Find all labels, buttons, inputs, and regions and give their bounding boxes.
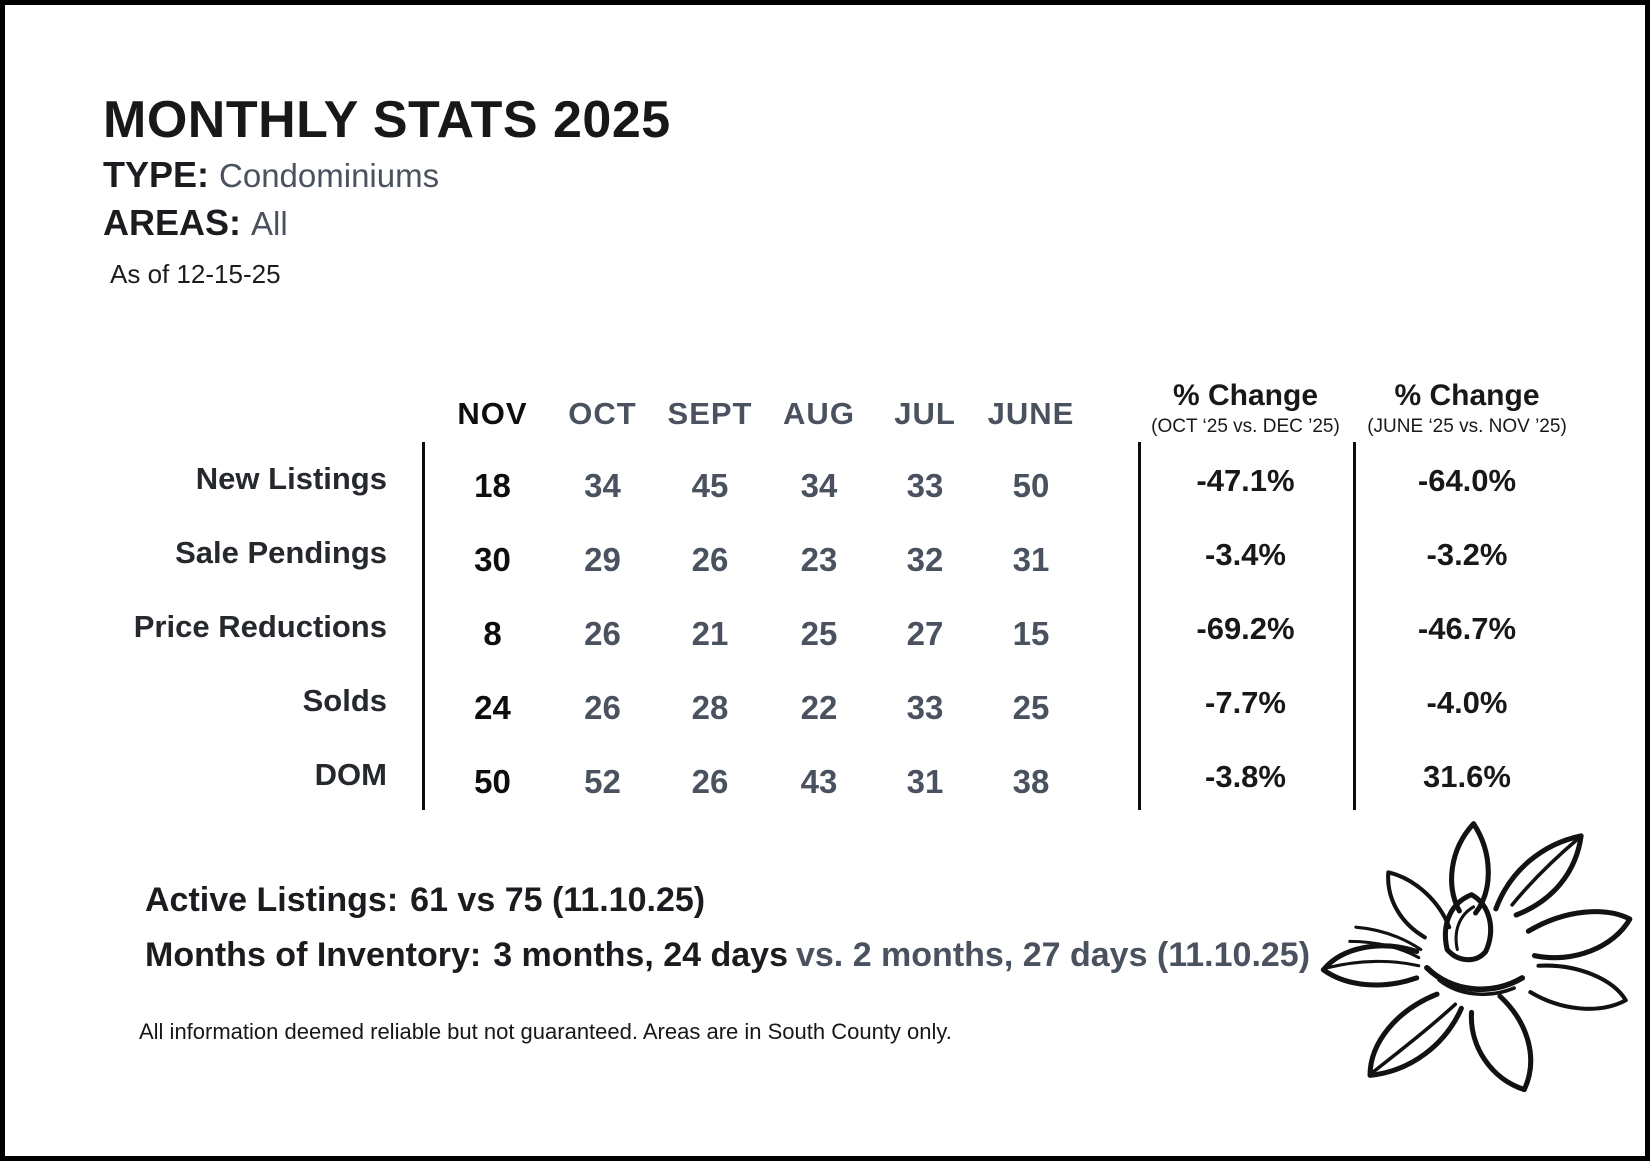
month-column-header: AUG [783,396,855,431]
pct-column-header: % Change (JUNE ‘25 vs. NOV ’25) [1353,335,1581,442]
pct-change-value: -4.0% [1426,685,1508,720]
pct-header-title: % Change [1172,379,1319,412]
table-spacer [1085,335,1138,442]
active-listings-line: Active Listings: 61 vs 75 (11.10.25) [145,883,1310,917]
table-cell-value: 26 [691,763,729,800]
table-cell-value: 33 [906,689,944,726]
table-cell-value: 31 [906,763,944,800]
row-label: Sale Pendings [175,535,387,570]
type-label: TYPE: [103,153,210,195]
row-label: DOM [314,757,387,792]
table-cell-value: 18 [474,467,511,504]
table-cell-value: 50 [1012,467,1050,504]
table-cell-value: 30 [474,541,511,578]
stats-table: NOV OCT SEPT AUG JUL JUNE % Change (OCT ‘25 vs.… [5,335,1645,812]
table-cell-value: 34 [584,467,621,504]
table-cell-value: 26 [584,689,621,726]
month-column-header: OCT [568,396,637,431]
row-label: Solds [302,683,387,718]
table-cell-value: 52 [584,763,621,800]
table-cell-value: 21 [691,615,729,652]
table-cell-value: 43 [800,763,838,800]
active-listings-label: Active Listings: [145,881,399,919]
table-cell-value: 32 [906,541,944,578]
table-cell-value: 28 [691,689,729,726]
table-spacer [1085,664,1138,738]
pct-change-value: -64.0% [1417,463,1517,498]
pct-change-value: 31.6% [1423,759,1511,794]
pct-change-value: -3.8% [1205,759,1286,794]
type-value: Condominiums [219,156,440,194]
inventory-label: Months of Inventory: [145,936,482,974]
pct-change-value: -7.7% [1205,685,1286,720]
table-cell-value: 22 [800,689,838,726]
table-corner-cell [5,335,435,442]
stats-table-wrap: NOV OCT SEPT AUG JUL JUNE % Change (OCT ‘25 vs.… [5,335,1645,812]
disclaimer-text: All information deemed reliable but not … [139,1019,952,1044]
table-cell-value: 23 [800,541,838,578]
pct-change-value: -69.2% [1196,611,1295,646]
table-divider-line [422,442,425,810]
table-divider-line [1138,442,1141,810]
table-cell-value: 34 [800,467,838,504]
areas-label: AREAS: [103,202,242,244]
month-column-header: SEPT [667,396,753,431]
table-spacer [1085,516,1138,590]
flower-icon [1320,821,1633,1093]
table-cell-value: 27 [906,615,944,652]
areas-line: AREAS: All [103,202,671,244]
table-cell-value: 31 [1012,541,1050,578]
table-spacer [1085,442,1138,516]
pct-header-subtitle: (OCT ‘25 vs. DEC ’25) [1151,416,1340,437]
table-cell-value: 45 [691,467,729,504]
areas-value: All [251,205,288,243]
pct-change-value: -46.7% [1417,611,1517,646]
table-cell-value: 33 [906,467,944,504]
table-cell-value: 50 [474,763,511,800]
pct-change-value: -3.4% [1205,537,1286,572]
as-of-date: As of 12-15-25 [110,258,281,289]
month-column-header: NOV [457,396,528,431]
table-cell-value: 15 [1012,615,1050,652]
table-cell-value: 25 [800,615,838,652]
table-spacer [1085,590,1138,664]
month-column-header: JUL [894,396,956,431]
table-cell-value: 29 [584,541,621,578]
table-cell-value: 8 [483,615,502,652]
pct-header-title: % Change [1394,379,1540,412]
table-cell-value: 24 [474,689,511,726]
row-label: New Listings [195,461,387,496]
header: MONTHLY STATS 2025 TYPE: Condominiums ARE… [103,93,671,290]
inventory-current-value: 3 months, 24 days [493,936,788,974]
pct-header-subtitle: (JUNE ‘25 vs. NOV ’25) [1367,416,1567,437]
inventory-prior-value: vs. 2 months, 27 days (11.10.25) [795,936,1311,974]
inventory-line: Months of Inventory: 3 months, 24 days vs.… [145,938,1310,972]
table-cell-value: 25 [1012,689,1050,726]
month-column-header: JUNE [987,396,1075,431]
table-cell-value: 38 [1012,763,1050,800]
footer: Active Listings: 61 vs 75 (11.10.25) Mont… [139,883,1310,1045]
table-cell-value: 26 [584,615,621,652]
active-listings-value: 61 vs 75 (11.10.25) [410,881,706,919]
row-label: Price Reductions [133,609,387,644]
table-spacer [1085,738,1138,812]
pct-change-value: -47.1% [1196,463,1295,498]
page-title: MONTHLY STATS 2025 [103,91,671,149]
table-cell-value: 26 [691,541,729,578]
pct-column-header: % Change (OCT ‘25 vs. DEC ’25) [1138,335,1353,442]
type-line: TYPE: Condominiums [103,154,671,196]
table-divider-line [1353,442,1356,810]
pct-change-value: -3.2% [1426,537,1508,572]
